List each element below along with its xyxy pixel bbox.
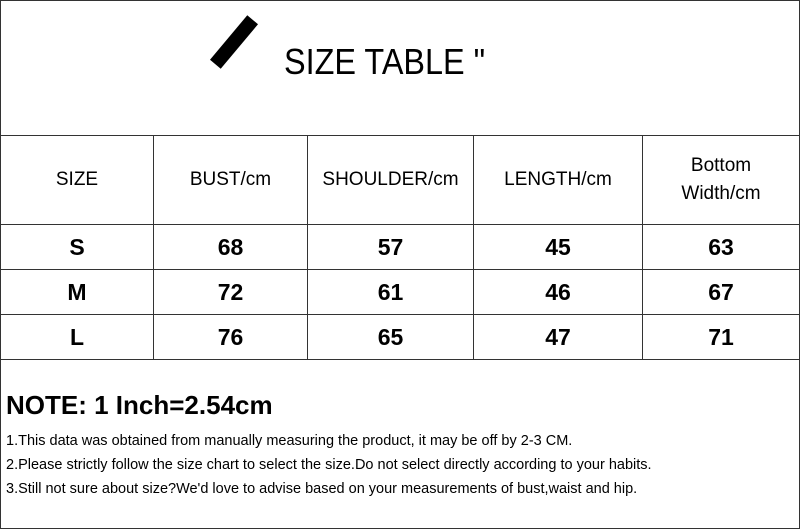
cell: 72 xyxy=(153,269,308,315)
size-table: SIZE BUST/cm SHOULDER/cm LENGTH/cm Botto… xyxy=(0,135,800,360)
header-bottom-width: Bottom Width/cm xyxy=(642,135,800,225)
cell: 65 xyxy=(307,314,474,360)
header-bust: BUST/cm xyxy=(153,135,308,225)
header-shoulder: SHOULDER/cm xyxy=(307,135,474,225)
cell: S xyxy=(0,224,154,270)
notes-section: NOTE: 1 Inch=2.54cm 1.This data was obta… xyxy=(6,390,652,501)
table-row: M 72 61 46 67 xyxy=(0,269,800,315)
cell: 57 xyxy=(307,224,474,270)
cell: 76 xyxy=(153,314,308,360)
note-title: NOTE: 1 Inch=2.54cm xyxy=(6,390,273,420)
cell: 47 xyxy=(473,314,643,360)
table-row: L 76 65 47 71 xyxy=(0,314,800,360)
cell: M xyxy=(0,269,154,315)
header-length: LENGTH/cm xyxy=(473,135,643,225)
cell: 46 xyxy=(473,269,643,315)
header-size: SIZE xyxy=(0,135,154,225)
table-row: S 68 57 45 63 xyxy=(0,224,800,270)
page-title: SIZE TABLE " xyxy=(284,41,486,82)
table-header-row: SIZE BUST/cm SHOULDER/cm LENGTH/cm Botto… xyxy=(0,135,800,225)
title-area: SIZE TABLE " xyxy=(1,1,799,135)
cell: 71 xyxy=(642,314,800,360)
slash-decoration-icon xyxy=(209,15,259,69)
cell: 61 xyxy=(307,269,474,315)
note-item: 3.Still not sure about size?We'd love to… xyxy=(6,481,638,497)
cell: L xyxy=(0,314,154,360)
note-item: 2.Please strictly follow the size chart … xyxy=(6,457,652,473)
cell: 45 xyxy=(473,224,643,270)
cell: 68 xyxy=(153,224,308,270)
note-item: 1.This data was obtained from manually m… xyxy=(6,433,573,449)
cell: 67 xyxy=(642,269,800,315)
cell: 63 xyxy=(642,224,800,270)
